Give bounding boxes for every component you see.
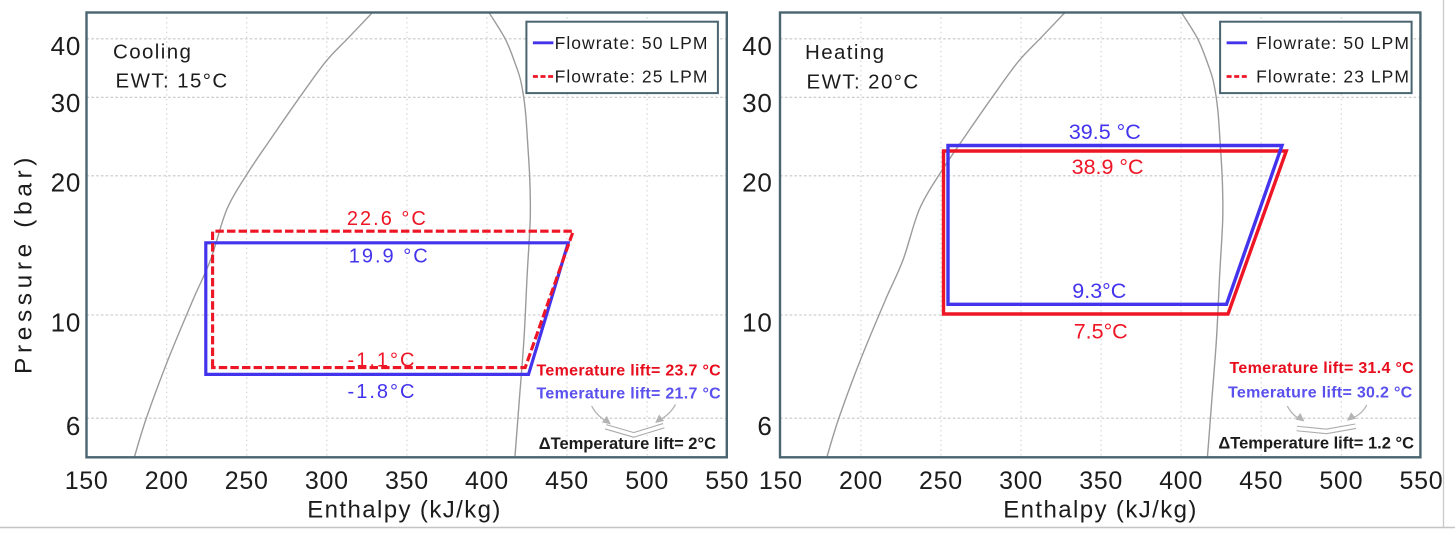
svg-text:450: 450	[545, 467, 589, 495]
svg-text:19.9 °C: 19.9 °C	[349, 245, 430, 267]
svg-text:Temerature lift= 30.2 °C: Temerature lift= 30.2 °C	[1228, 385, 1413, 402]
svg-text:7.5°C: 7.5°C	[1074, 320, 1128, 344]
svg-text:450: 450	[1239, 467, 1283, 495]
svg-text:Temerature lift= 21.7 °C: Temerature lift= 21.7 °C	[537, 386, 722, 403]
svg-text:10: 10	[742, 307, 772, 337]
svg-text:Pressure (bar): Pressure (bar)	[11, 153, 38, 374]
svg-text:10: 10	[51, 307, 81, 337]
svg-text:400: 400	[465, 467, 509, 495]
svg-text:250: 250	[919, 467, 963, 495]
svg-text:Heating: Heating	[805, 41, 885, 64]
svg-text:200: 200	[145, 467, 189, 495]
svg-text:350: 350	[1079, 467, 1123, 495]
svg-text:Flowrate: 50 LPM: Flowrate: 50 LPM	[555, 33, 709, 53]
svg-text:20: 20	[51, 167, 81, 197]
svg-text:500: 500	[625, 467, 669, 495]
svg-text:400: 400	[1159, 467, 1203, 495]
svg-text:40: 40	[51, 31, 81, 61]
svg-text:ΔTemperature lift= 2°C: ΔTemperature lift= 2°C	[539, 435, 716, 453]
svg-text:39.5 °C: 39.5 °C	[1069, 120, 1141, 144]
svg-text:EWT: 15°C: EWT: 15°C	[116, 70, 229, 93]
svg-text:6: 6	[66, 411, 81, 441]
svg-text:350: 350	[385, 467, 429, 495]
svg-text:30: 30	[51, 88, 81, 118]
svg-text:-1.1°C: -1.1°C	[348, 349, 417, 371]
svg-text:ΔTemperature lift= 1.2 °C: ΔTemperature lift= 1.2 °C	[1218, 434, 1414, 452]
svg-text:300: 300	[999, 467, 1043, 495]
svg-text:Flowrate: 25 LPM: Flowrate: 25 LPM	[555, 67, 709, 87]
svg-text:150: 150	[759, 467, 803, 495]
svg-text:Temerature lift= 23.7 °C: Temerature lift= 23.7 °C	[537, 362, 722, 379]
svg-text:200: 200	[839, 467, 883, 495]
svg-text:30: 30	[742, 88, 772, 118]
svg-text:38.9 °C: 38.9 °C	[1072, 155, 1144, 179]
svg-text:550: 550	[1399, 467, 1443, 495]
svg-text:9.3°C: 9.3°C	[1072, 279, 1126, 303]
svg-text:20: 20	[742, 167, 772, 197]
svg-text:-1.8°C: -1.8°C	[348, 381, 417, 403]
svg-text:Enthalpy (kJ/kg): Enthalpy (kJ/kg)	[307, 497, 501, 524]
svg-text:22.6 °C: 22.6 °C	[347, 208, 428, 230]
svg-text:Enthalpy (kJ/kg): Enthalpy (kJ/kg)	[1003, 497, 1197, 524]
svg-text:300: 300	[305, 467, 349, 495]
svg-text:EWT: 20°C: EWT: 20°C	[807, 71, 920, 94]
svg-text:500: 500	[1319, 467, 1363, 495]
svg-text:150: 150	[65, 467, 109, 495]
svg-text:Cooling: Cooling	[113, 41, 192, 64]
svg-text:Flowrate: 23 LPM: Flowrate: 23 LPM	[1256, 67, 1410, 87]
svg-text:6: 6	[757, 411, 772, 441]
svg-text:40: 40	[742, 31, 772, 61]
svg-text:550: 550	[705, 467, 749, 495]
svg-text:Flowrate: 50 LPM: Flowrate: 50 LPM	[1256, 33, 1410, 53]
svg-text:Temerature lift= 31.4 °C: Temerature lift= 31.4 °C	[1230, 360, 1415, 377]
svg-text:250: 250	[225, 467, 269, 495]
